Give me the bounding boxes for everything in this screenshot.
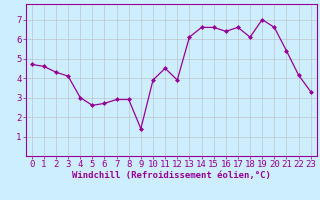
X-axis label: Windchill (Refroidissement éolien,°C): Windchill (Refroidissement éolien,°C)	[72, 171, 271, 180]
